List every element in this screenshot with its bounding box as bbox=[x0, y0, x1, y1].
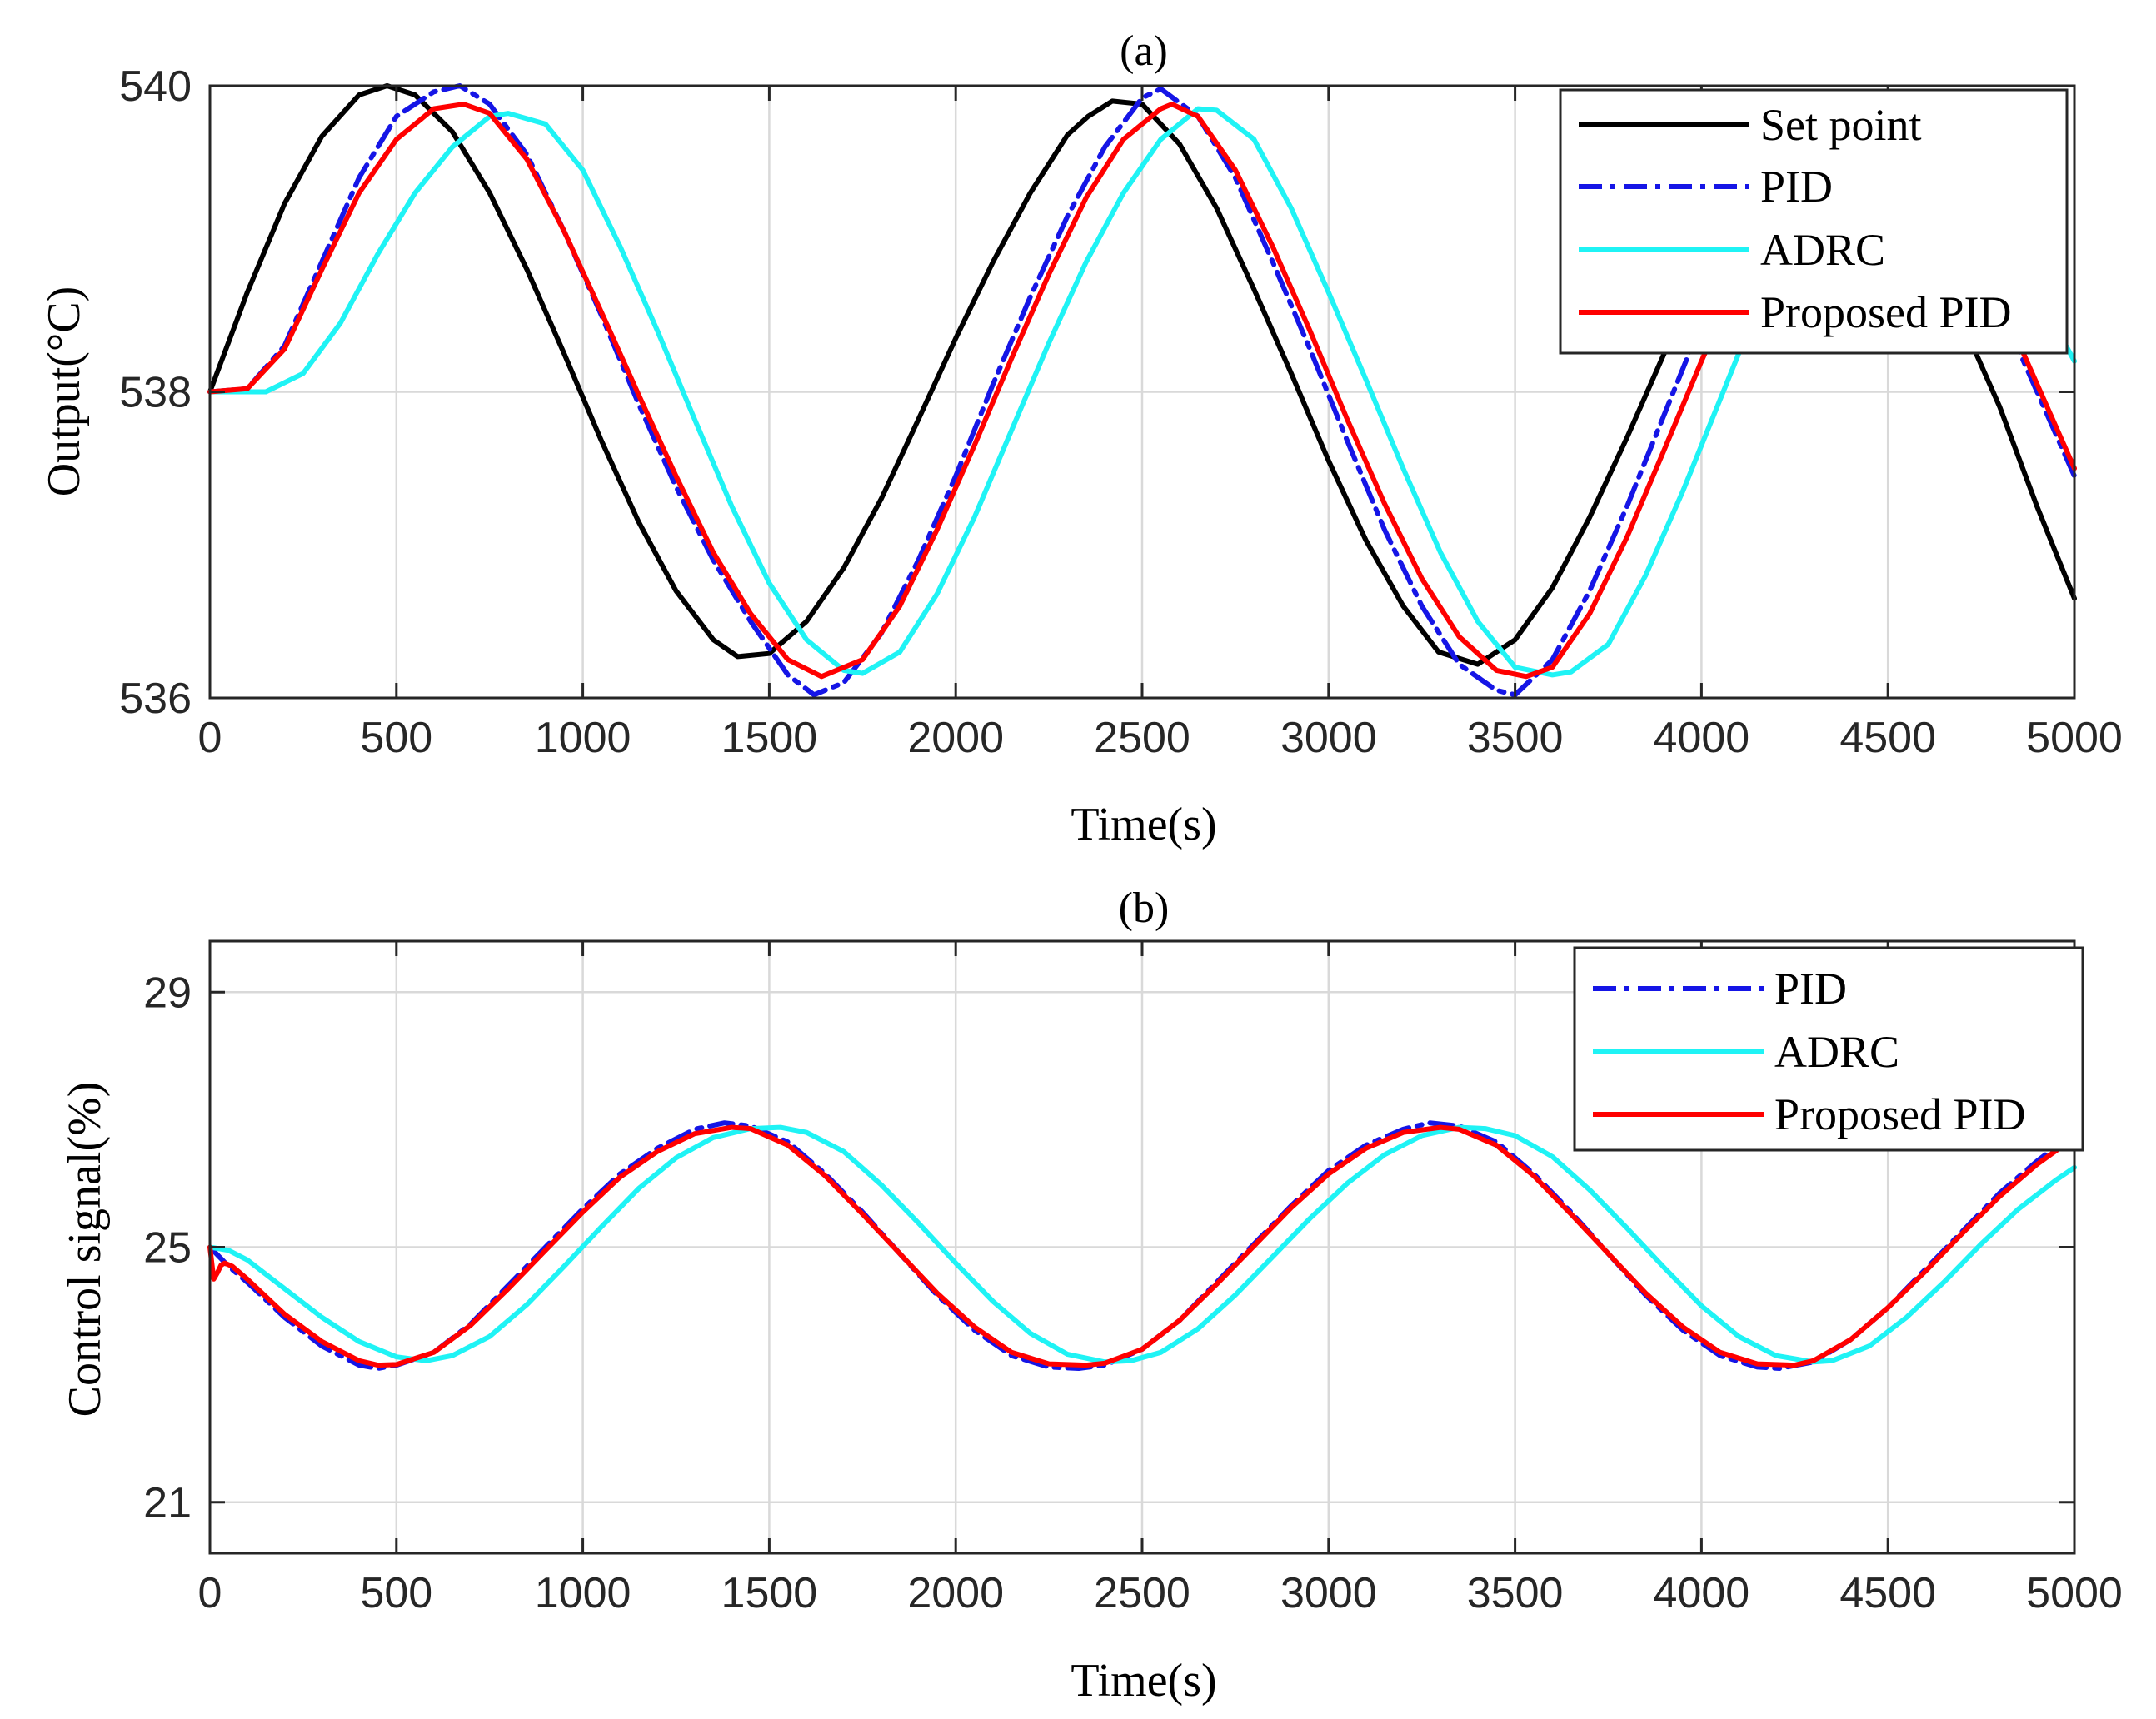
panel-a-ytick-label-536: 536 bbox=[119, 675, 192, 723]
panel-a-ytick-label-538: 538 bbox=[119, 369, 192, 417]
panel-a-ytick-label-540: 540 bbox=[119, 62, 192, 111]
panel-b-series bbox=[207, 1120, 2077, 1371]
panel-a-title: (a) bbox=[1120, 27, 1168, 75]
panel-b-xtick-label-4000: 4000 bbox=[1654, 1569, 1750, 1617]
panel-b-ticks: 0 500 1000 1500 2000 2500 3000 3500 4000 4500 5000… bbox=[143, 941, 2123, 1617]
panel-a-xtick-label-0: 0 bbox=[198, 714, 222, 762]
panel-a-grid bbox=[210, 86, 2074, 698]
panel-b-xtick-label-0: 0 bbox=[198, 1569, 222, 1617]
panel-a-xtick-label-3000: 3000 bbox=[1280, 714, 1377, 762]
panel-b-xtick-label-2500: 2500 bbox=[1094, 1569, 1190, 1617]
panel-a: (a) 0 500 1000 1500 2000 2500 3000 3500 4000 4500… bbox=[38, 27, 2123, 850]
panel-b-ytick-label-25: 25 bbox=[143, 1224, 192, 1273]
panel-a-xtick-label-2500: 2500 bbox=[1094, 714, 1190, 762]
panel-a-xtick-label-4000: 4000 bbox=[1654, 714, 1750, 762]
panel-a-xtick-label-3500: 3500 bbox=[1467, 714, 1564, 762]
legend-a-label-proposed: Proposed PID bbox=[1760, 287, 2012, 337]
panel-b-xtick-label-500: 500 bbox=[360, 1569, 432, 1617]
panel-a-xtick-label-1500: 1500 bbox=[721, 714, 818, 762]
panel-b: (b) 0 500 1000 1500 2000 2500 3000 3500 4000 4500… bbox=[59, 884, 2123, 1707]
panel-a-legend-box bbox=[1559, 88, 2069, 355]
panel-a-xtick-label-1000: 1000 bbox=[535, 714, 631, 762]
panel-b-xtick-label-1500: 1500 bbox=[721, 1569, 818, 1617]
panel-b-xtick-label-3500: 3500 bbox=[1467, 1569, 1564, 1617]
panel-b-ylabel: Control signal(%) bbox=[59, 1082, 111, 1418]
panel-b-xtick-label-4500: 4500 bbox=[1839, 1569, 1936, 1617]
panel-a-xlabel: Time(s) bbox=[1071, 799, 1216, 850]
legend-a-label-pid: PID bbox=[1760, 162, 1833, 212]
panel-b-title: (b) bbox=[1119, 884, 1170, 932]
panel-b-xtick-label-2000: 2000 bbox=[907, 1569, 1004, 1617]
panel-b-xlabel: Time(s) bbox=[1071, 1655, 1216, 1707]
panel-a-ylabel: Output(°C) bbox=[38, 286, 90, 497]
panel-b-legend: PID ADRC Proposed PID bbox=[1573, 946, 2084, 1152]
legend-b-label-pid: PID bbox=[1774, 964, 1847, 1014]
panel-a-legend: Set point PID ADRC Proposed PID bbox=[1559, 88, 2069, 355]
legend-a-label-setpoint: Set point bbox=[1760, 100, 1922, 150]
legend-a-label-adrc: ADRC bbox=[1760, 225, 1885, 275]
panel-b-xtick-label-1000: 1000 bbox=[535, 1569, 631, 1617]
panel-b-ytick-label-29: 29 bbox=[143, 969, 192, 1017]
panel-a-xtick-label-500: 500 bbox=[360, 714, 432, 762]
panel-b-series-adrc bbox=[207, 1124, 2077, 1365]
panel-a-xtick-label-5000: 5000 bbox=[2026, 714, 2123, 762]
legend-b-label-adrc: ADRC bbox=[1774, 1027, 1899, 1077]
panel-a-xtick-label-2000: 2000 bbox=[907, 714, 1004, 762]
panel-b-ytick-label-21: 21 bbox=[143, 1479, 192, 1527]
panel-b-series-proposed-pid bbox=[207, 1124, 2077, 1368]
panel-b-xtick-label-3000: 3000 bbox=[1280, 1569, 1377, 1617]
panel-b-xtick-label-5000: 5000 bbox=[2026, 1569, 2123, 1617]
legend-b-label-proposed: Proposed PID bbox=[1774, 1089, 2026, 1139]
panel-a-xtick-label-4500: 4500 bbox=[1839, 714, 1936, 762]
panel-a-ticks: 0 500 1000 1500 2000 2500 3000 3500 4000 4500 5000… bbox=[119, 62, 2123, 762]
